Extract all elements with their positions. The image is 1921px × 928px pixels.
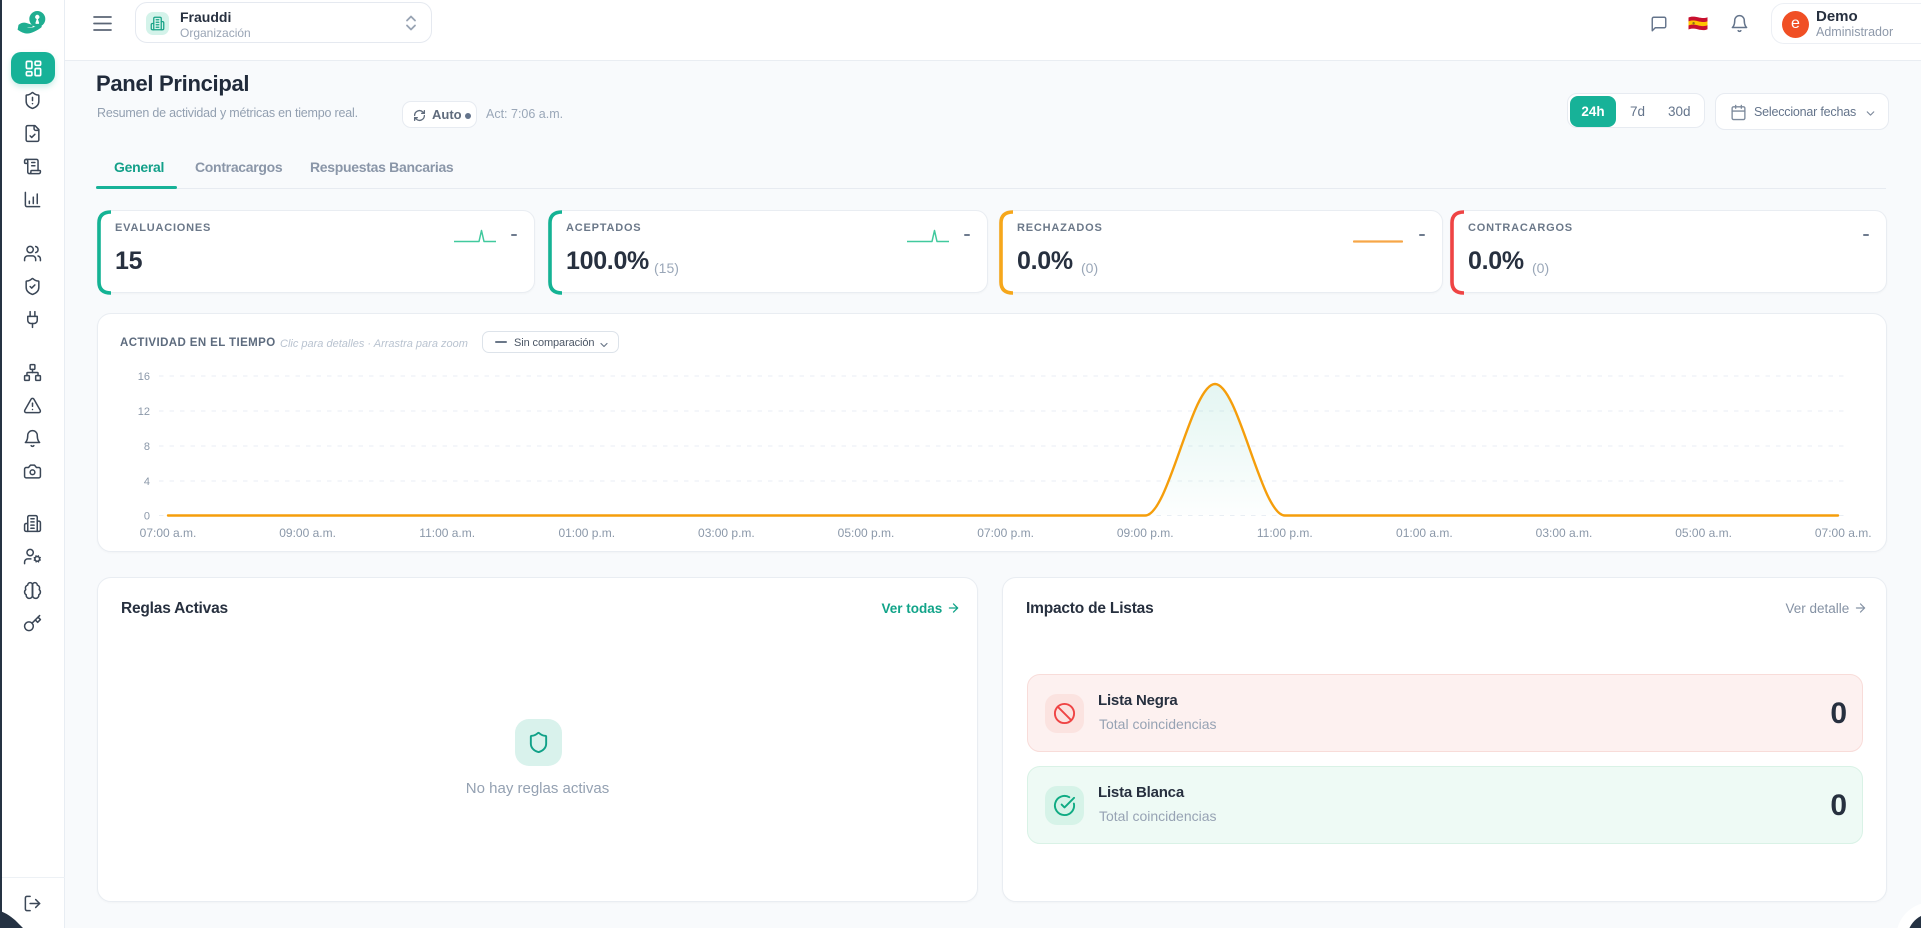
svg-text:11:00 p.m.: 11:00 p.m. — [1257, 526, 1313, 540]
svg-text:05:00 a.m.: 05:00 a.m. — [1675, 526, 1732, 540]
svg-text:01:00 p.m.: 01:00 p.m. — [558, 526, 615, 540]
svg-text:4: 4 — [144, 476, 150, 488]
svg-text:16: 16 — [138, 371, 150, 383]
svg-text:05:00 p.m.: 05:00 p.m. — [838, 526, 895, 540]
svg-text:03:00 a.m.: 03:00 a.m. — [1536, 526, 1593, 540]
svg-text:09:00 p.m.: 09:00 p.m. — [1117, 526, 1174, 540]
svg-text:01:00 a.m.: 01:00 a.m. — [1396, 526, 1453, 540]
svg-text:8: 8 — [144, 441, 150, 453]
svg-text:07:00 p.m.: 07:00 p.m. — [977, 526, 1034, 540]
svg-text:11:00 a.m.: 11:00 a.m. — [419, 526, 475, 540]
svg-text:12: 12 — [138, 406, 150, 418]
svg-text:07:00 a.m.: 07:00 a.m. — [1815, 526, 1872, 540]
svg-text:0: 0 — [144, 511, 150, 523]
svg-text:09:00 a.m.: 09:00 a.m. — [279, 526, 336, 540]
svg-text:07:00 a.m.: 07:00 a.m. — [140, 526, 197, 540]
svg-text:03:00 p.m.: 03:00 p.m. — [698, 526, 755, 540]
